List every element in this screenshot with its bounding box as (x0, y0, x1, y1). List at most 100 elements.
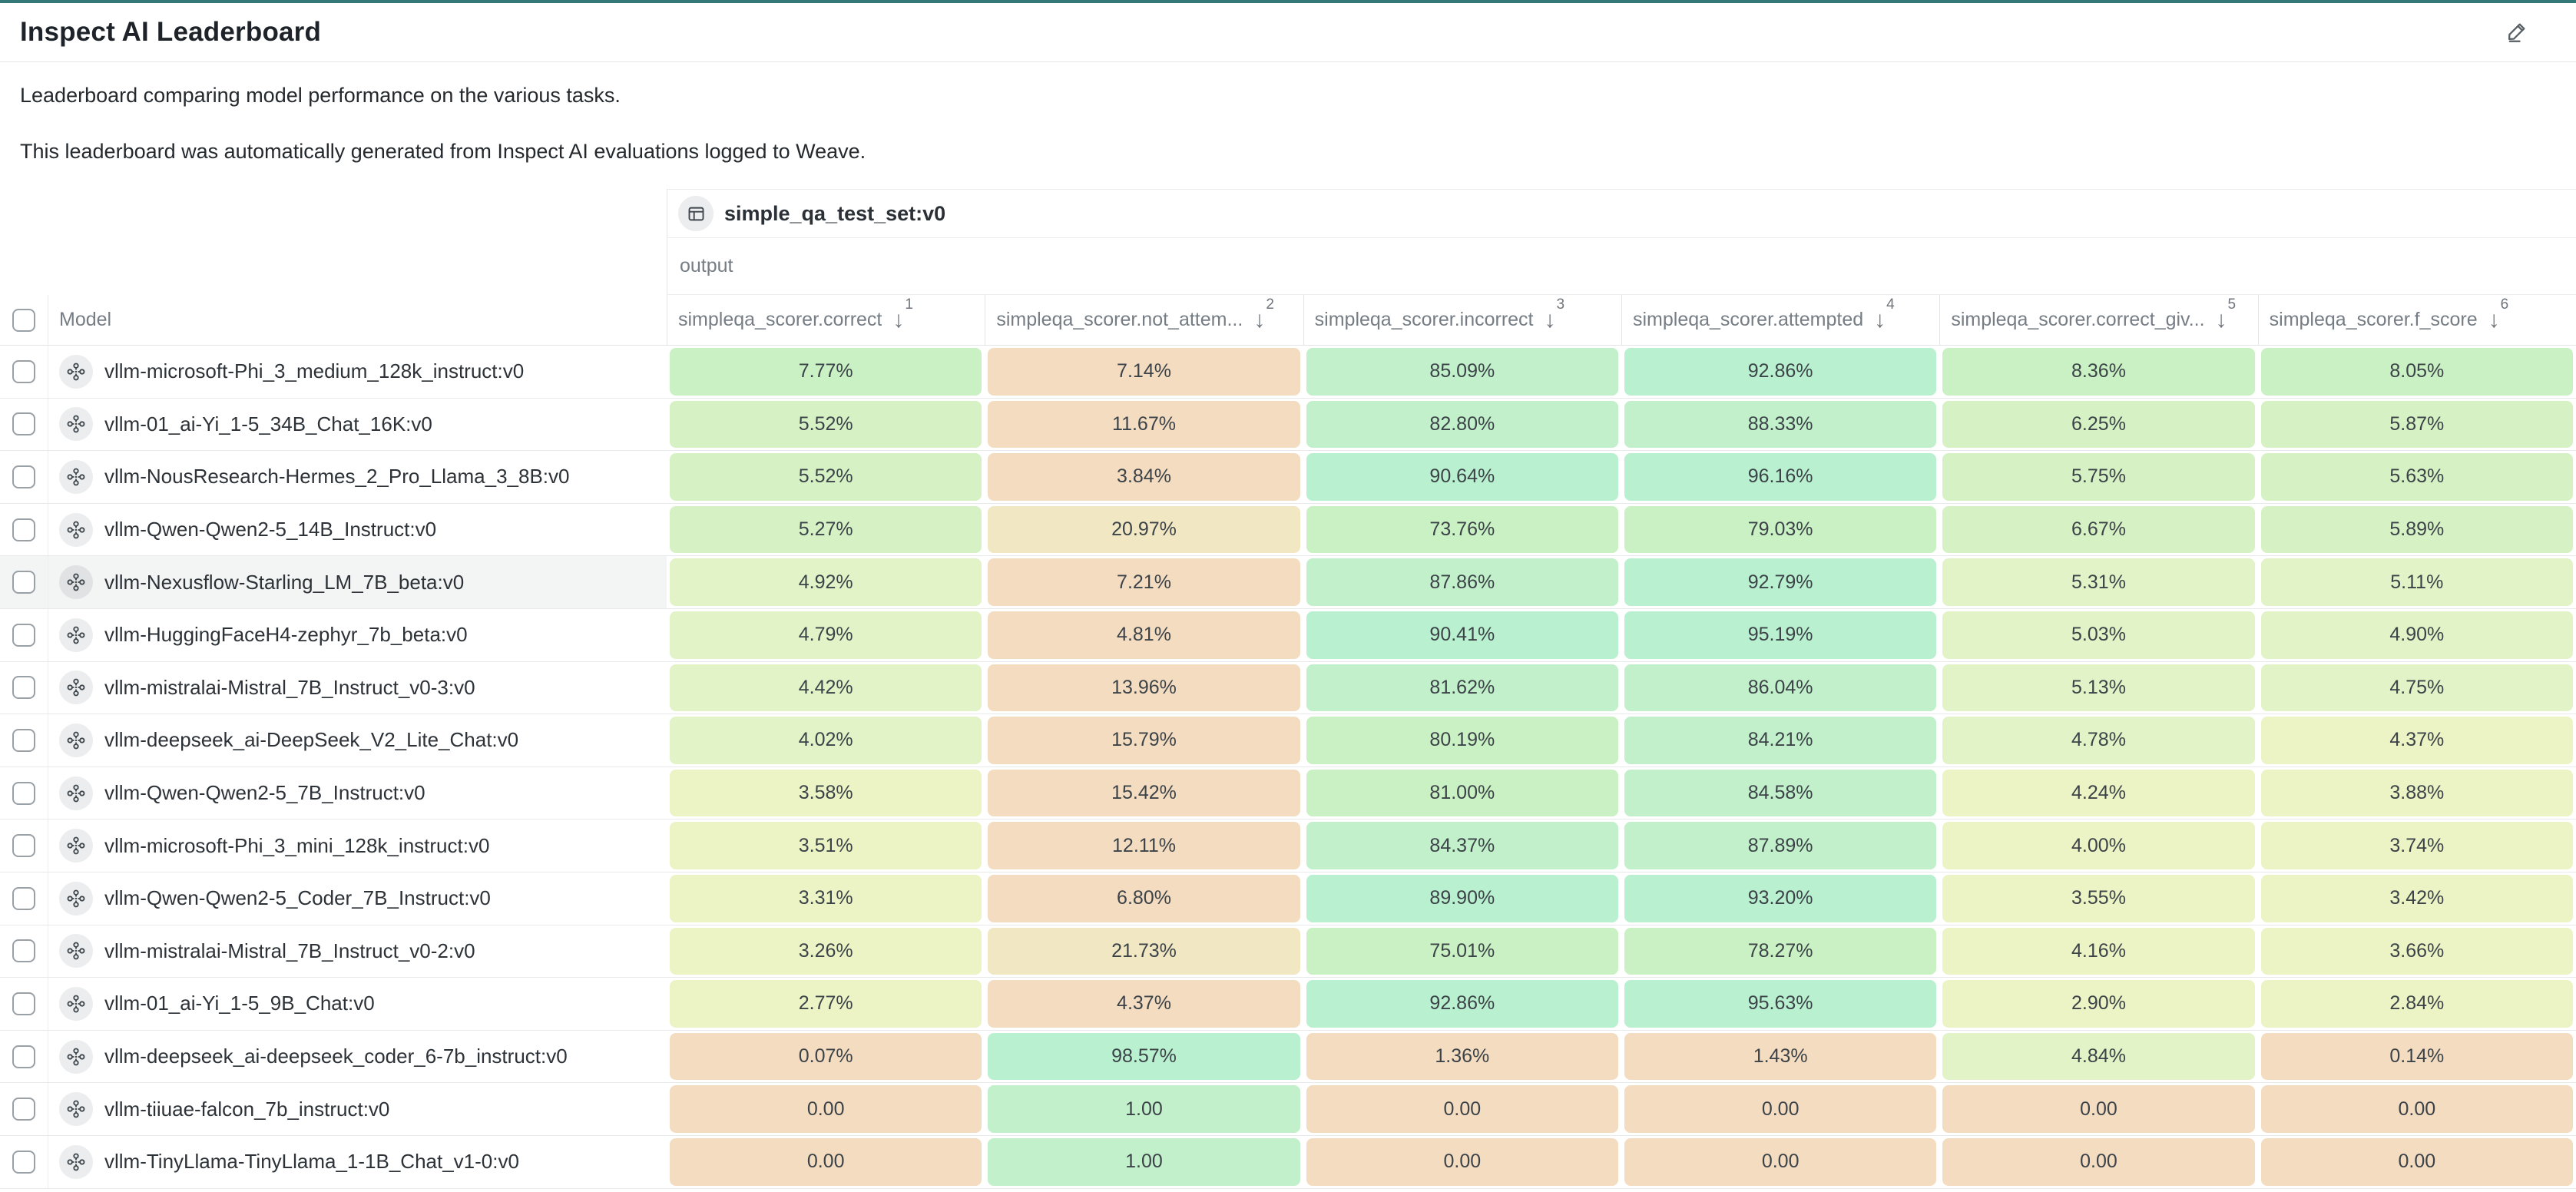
score-cell[interactable]: 15.42% (988, 769, 1300, 817)
model-cell[interactable]: vllm-Qwen-Qwen2-5_7B_Instruct:v0 (48, 767, 667, 820)
score-cell[interactable]: 81.62% (1306, 664, 1618, 712)
score-cell[interactable]: 20.97% (988, 505, 1300, 554)
table-row[interactable]: vllm-Qwen-Qwen2-5_Coder_7B_Instruct:v0 3… (0, 872, 2576, 925)
model-cell[interactable]: vllm-01_ai-Yi_1-5_9B_Chat:v0 (48, 978, 667, 1030)
model-cell[interactable]: vllm-01_ai-Yi_1-5_34B_Chat_16K:v0 (48, 399, 667, 451)
score-cell[interactable]: 0.00 (1306, 1137, 1618, 1186)
table-row[interactable]: vllm-deepseek_ai-DeepSeek_V2_Lite_Chat:v… (0, 714, 2576, 767)
score-cell[interactable]: 4.84% (1942, 1032, 2255, 1081)
score-cell[interactable]: 75.01% (1306, 927, 1618, 975)
score-cell[interactable]: 92.86% (1306, 980, 1618, 1028)
model-cell[interactable]: vllm-deepseek_ai-DeepSeek_V2_Lite_Chat:v… (48, 714, 667, 767)
column-header[interactable]: simpleqa_scorer.correct ↓1 (667, 295, 985, 345)
score-cell[interactable]: 84.21% (1624, 717, 1937, 764)
score-cell[interactable]: 11.67% (988, 400, 1300, 449)
model-cell[interactable]: vllm-mistralai-Mistral_7B_Instruct_v0-2:… (48, 925, 667, 978)
model-cell[interactable]: vllm-microsoft-Phi_3_mini_128k_instruct:… (48, 820, 667, 872)
row-checkbox[interactable] (12, 834, 35, 858)
score-cell[interactable]: 4.81% (988, 611, 1300, 659)
score-cell[interactable]: 4.42% (670, 664, 982, 712)
model-cell[interactable]: vllm-mistralai-Mistral_7B_Instruct_v0-3:… (48, 662, 667, 714)
score-cell[interactable]: 81.00% (1306, 769, 1618, 817)
score-cell[interactable]: 88.33% (1624, 400, 1937, 449)
column-header[interactable]: simpleqa_scorer.f_score ↓6 (2257, 295, 2576, 345)
score-cell[interactable]: 4.75% (2260, 664, 2573, 712)
score-cell[interactable]: 0.00 (670, 1137, 982, 1186)
select-all-checkbox[interactable] (12, 308, 35, 332)
model-cell[interactable]: vllm-TinyLlama-TinyLlama_1-1B_Chat_v1-0:… (48, 1136, 667, 1188)
sort-descending-icon[interactable]: ↓2 (1253, 296, 1274, 333)
table-row[interactable]: vllm-Nexusflow-Starling_LM_7B_beta:v0 4.… (0, 556, 2576, 609)
score-cell[interactable]: 4.37% (2260, 717, 2573, 764)
score-cell[interactable]: 3.66% (2260, 927, 2573, 975)
score-cell[interactable]: 5.87% (2260, 400, 2573, 449)
score-cell[interactable]: 4.78% (1942, 717, 2255, 764)
score-cell[interactable]: 5.13% (1942, 664, 2255, 712)
table-row[interactable]: vllm-microsoft-Phi_3_mini_128k_instruct:… (0, 820, 2576, 872)
score-cell[interactable]: 3.26% (670, 927, 982, 975)
dataset-header-cell[interactable]: simple_qa_test_set:v0 (667, 189, 2576, 238)
score-cell[interactable]: 6.80% (988, 874, 1300, 922)
model-cell[interactable]: vllm-microsoft-Phi_3_medium_128k_instruc… (48, 346, 667, 398)
row-checkbox[interactable] (12, 1150, 35, 1174)
score-cell[interactable]: 4.37% (988, 980, 1300, 1028)
score-cell[interactable]: 0.00 (1942, 1085, 2255, 1133)
table-row[interactable]: vllm-mistralai-Mistral_7B_Instruct_v0-3:… (0, 661, 2576, 715)
model-cell[interactable]: vllm-NousResearch-Hermes_2_Pro_Llama_3_8… (48, 451, 667, 503)
score-cell[interactable]: 5.11% (2260, 558, 2573, 606)
score-cell[interactable]: 6.25% (1942, 400, 2255, 449)
score-cell[interactable]: 95.63% (1624, 980, 1937, 1028)
score-cell[interactable]: 84.37% (1306, 822, 1618, 869)
model-cell[interactable]: vllm-HuggingFaceH4-zephyr_7b_beta:v0 (48, 609, 667, 661)
score-cell[interactable]: 3.42% (2260, 874, 2573, 922)
score-cell[interactable]: 1.00 (988, 1137, 1300, 1186)
row-checkbox[interactable] (12, 518, 35, 541)
score-cell[interactable]: 0.00 (2260, 1137, 2573, 1186)
score-cell[interactable]: 79.03% (1624, 505, 1937, 554)
row-checkbox[interactable] (12, 728, 35, 752)
model-column-header[interactable]: Model (48, 295, 667, 345)
table-row[interactable]: vllm-TinyLlama-TinyLlama_1-1B_Chat_v1-0:… (0, 1135, 2576, 1189)
score-cell[interactable]: 90.64% (1306, 453, 1618, 501)
score-cell[interactable]: 78.27% (1624, 927, 1937, 975)
row-checkbox[interactable] (12, 676, 35, 700)
score-cell[interactable]: 0.00 (2260, 1085, 2573, 1133)
score-cell[interactable]: 0.00 (1306, 1085, 1618, 1133)
table-row[interactable]: vllm-mistralai-Mistral_7B_Instruct_v0-2:… (0, 925, 2576, 978)
score-cell[interactable]: 3.74% (2260, 822, 2573, 869)
score-cell[interactable]: 0.07% (670, 1032, 982, 1081)
score-cell[interactable]: 0.00 (1624, 1137, 1937, 1186)
score-cell[interactable]: 90.41% (1306, 611, 1618, 659)
score-cell[interactable]: 2.84% (2260, 980, 2573, 1028)
score-cell[interactable]: 82.80% (1306, 400, 1618, 449)
score-cell[interactable]: 6.67% (1942, 505, 2255, 554)
table-row[interactable]: vllm-tiiuae-falcon_7b_instruct:v0 0.00 1.… (0, 1083, 2576, 1136)
score-cell[interactable]: 85.09% (1306, 348, 1618, 396)
row-checkbox[interactable] (12, 359, 35, 383)
sort-descending-icon[interactable]: ↓5 (2216, 296, 2237, 333)
sort-descending-icon[interactable]: ↓3 (1545, 296, 1565, 333)
table-row[interactable]: vllm-NousResearch-Hermes_2_Pro_Llama_3_8… (0, 451, 2576, 504)
score-cell[interactable]: 12.11% (988, 822, 1300, 869)
score-cell[interactable]: 93.20% (1624, 874, 1937, 922)
score-cell[interactable]: 86.04% (1624, 664, 1937, 712)
score-cell[interactable]: 4.02% (670, 717, 982, 764)
score-cell[interactable]: 98.57% (988, 1032, 1300, 1081)
score-cell[interactable]: 5.89% (2260, 505, 2573, 554)
score-cell[interactable]: 96.16% (1624, 453, 1937, 501)
score-cell[interactable]: 3.84% (988, 453, 1300, 501)
score-cell[interactable]: 73.76% (1306, 505, 1618, 554)
model-cell[interactable]: vllm-tiiuae-falcon_7b_instruct:v0 (48, 1083, 667, 1135)
score-cell[interactable]: 4.00% (1942, 822, 2255, 869)
table-row[interactable]: vllm-microsoft-Phi_3_medium_128k_instruc… (0, 346, 2576, 399)
row-checkbox[interactable] (12, 781, 35, 805)
row-checkbox[interactable] (12, 1098, 35, 1121)
score-cell[interactable]: 5.63% (2260, 453, 2573, 501)
score-cell[interactable]: 7.77% (670, 348, 982, 396)
score-cell[interactable]: 3.58% (670, 769, 982, 817)
score-cell[interactable]: 95.19% (1624, 611, 1937, 659)
score-cell[interactable]: 4.92% (670, 558, 982, 606)
score-cell[interactable]: 89.90% (1306, 874, 1618, 922)
score-cell[interactable]: 92.79% (1624, 558, 1937, 606)
score-cell[interactable]: 3.55% (1942, 874, 2255, 922)
